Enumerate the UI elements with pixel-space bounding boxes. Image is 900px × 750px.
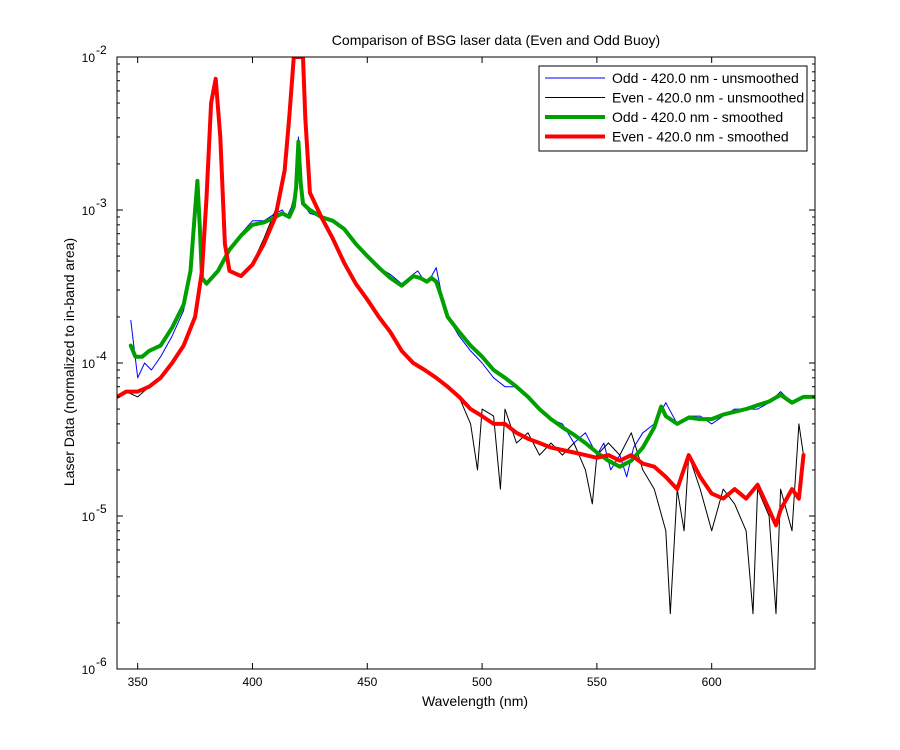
- y-tick-exponent: -5: [96, 502, 107, 516]
- chart-title: Comparison of BSG laser data (Even and O…: [332, 32, 660, 48]
- y-tick-exponent: -2: [96, 43, 107, 57]
- series-line-3: [128, 139, 815, 469]
- x-tick-label: 450: [357, 675, 377, 689]
- y-tick-label: 10: [82, 51, 96, 65]
- y-tick-label: 10: [82, 663, 96, 677]
- legend-label-2: Even - 420.0 nm - unsmoothed: [612, 90, 804, 106]
- x-axis-label: Wavelength (nm): [422, 693, 528, 709]
- y-tick-label: 10: [82, 357, 96, 371]
- y-tick-exponent: -6: [96, 655, 107, 669]
- x-tick-label: 500: [472, 675, 492, 689]
- y-tick-label: 10: [82, 510, 96, 524]
- legend: Odd - 420.0 nm - unsmoothed Even - 420.0 …: [538, 65, 808, 152]
- series-line-4: [117, 57, 806, 528]
- y-tick-exponent: -4: [96, 349, 107, 363]
- x-tick-label: 600: [702, 675, 722, 689]
- y-axis-label: Laser Data (normalized to in-band area): [61, 238, 77, 486]
- legend-label-1: Odd - 420.0 nm - unsmoothed: [612, 70, 799, 86]
- legend-label-4: Even - 420.0 nm - smoothed: [612, 129, 789, 145]
- x-tick-label: 550: [587, 675, 607, 689]
- y-tick-exponent: -3: [96, 196, 107, 210]
- y-tick-label: 10: [82, 204, 96, 218]
- series-layer: [117, 57, 815, 615]
- x-tick-label: 400: [242, 675, 262, 689]
- x-tick-label: 350: [128, 675, 148, 689]
- legend-label-3: Odd - 420.0 nm - smoothed: [612, 109, 783, 125]
